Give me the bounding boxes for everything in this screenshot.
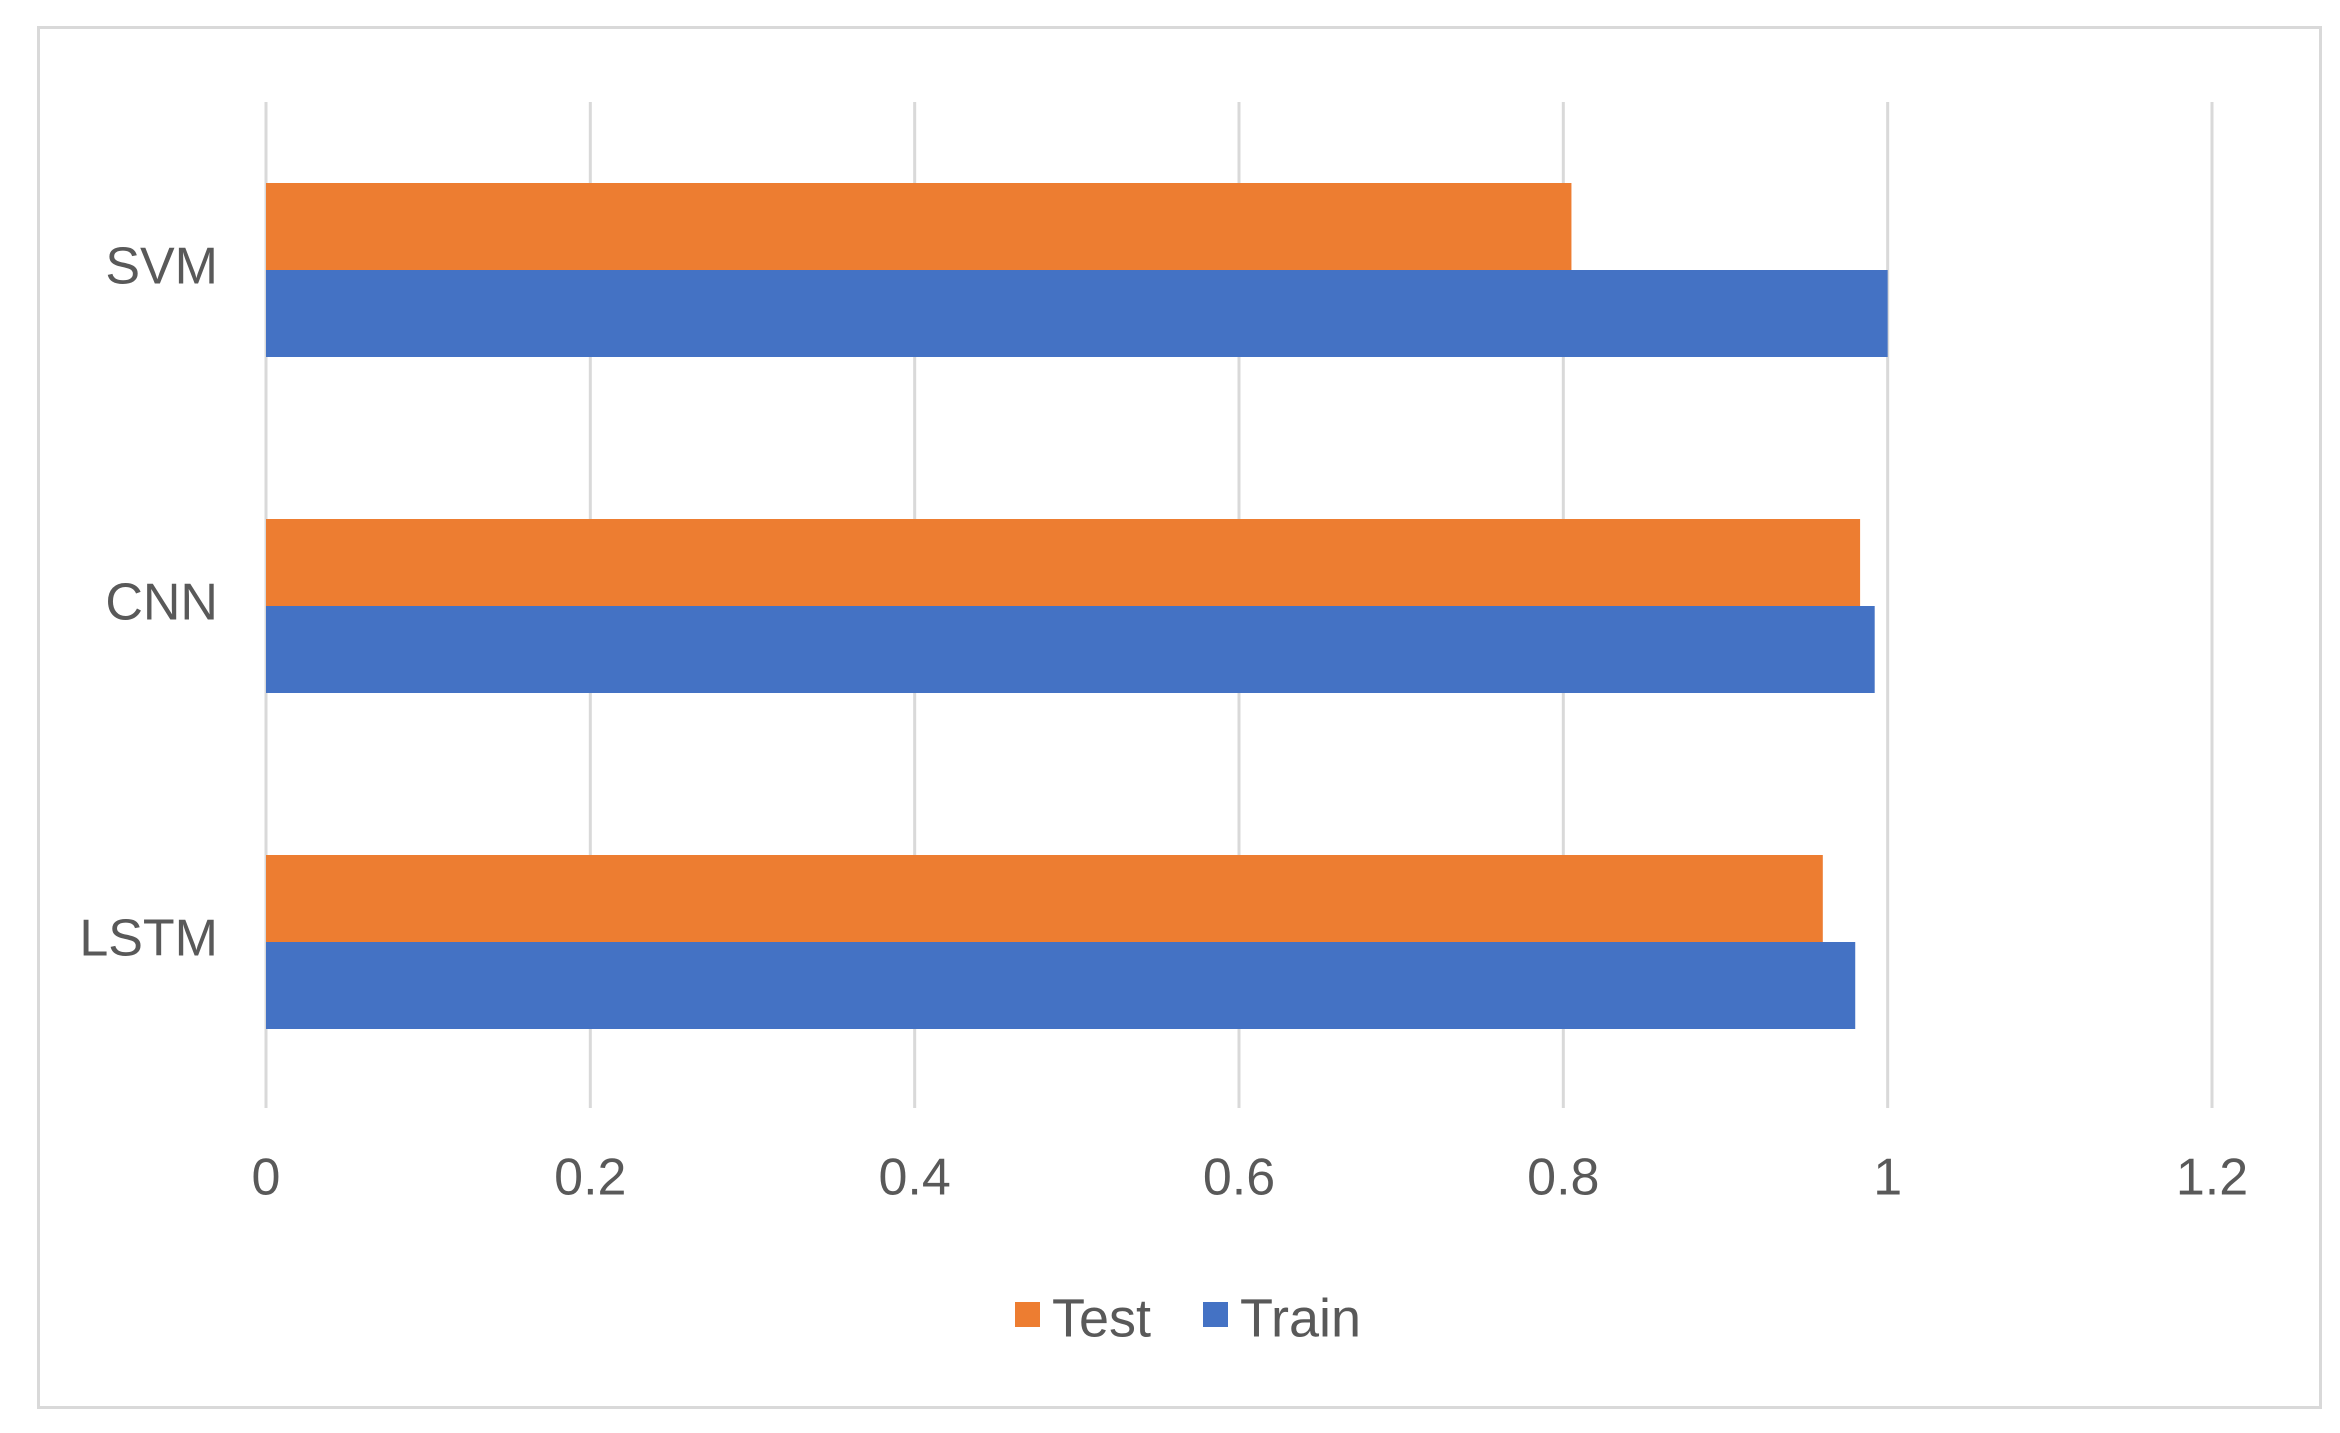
- x-tick-label: 1.2: [2176, 1149, 2248, 1207]
- bar-train-cnn: [266, 606, 1875, 693]
- bar-train-lstm: [266, 942, 1856, 1029]
- bar-test-lstm: [266, 855, 1823, 942]
- x-tick-label: 0.8: [1527, 1149, 1599, 1207]
- bars: [266, 183, 1888, 1029]
- x-tick-label: 0.2: [554, 1149, 626, 1207]
- x-tick-label: 0.6: [1203, 1149, 1275, 1207]
- bar-test-cnn: [266, 519, 1861, 606]
- bar-test-svm: [266, 183, 1572, 270]
- bar-train-svm: [266, 270, 1888, 357]
- legend-swatch-test: [1015, 1302, 1040, 1327]
- x-tick-label: 1: [1873, 1149, 1902, 1207]
- legend: Test Train: [1015, 1288, 1361, 1348]
- legend-label-train: Train: [1240, 1288, 1361, 1348]
- legend-label-test: Test: [1052, 1288, 1151, 1348]
- y-category-label: SVM: [105, 238, 218, 296]
- x-tick-label: 0: [252, 1149, 281, 1207]
- legend-swatch-train: [1203, 1302, 1228, 1327]
- x-tick-label: 0.4: [879, 1149, 951, 1207]
- y-category-label: CNN: [105, 574, 218, 632]
- y-category-label: LSTM: [79, 910, 218, 968]
- axis-labels: 0 0.2 0.4 0.6 0.8 1 1.2 SVM CNN LSTM: [79, 238, 2248, 1207]
